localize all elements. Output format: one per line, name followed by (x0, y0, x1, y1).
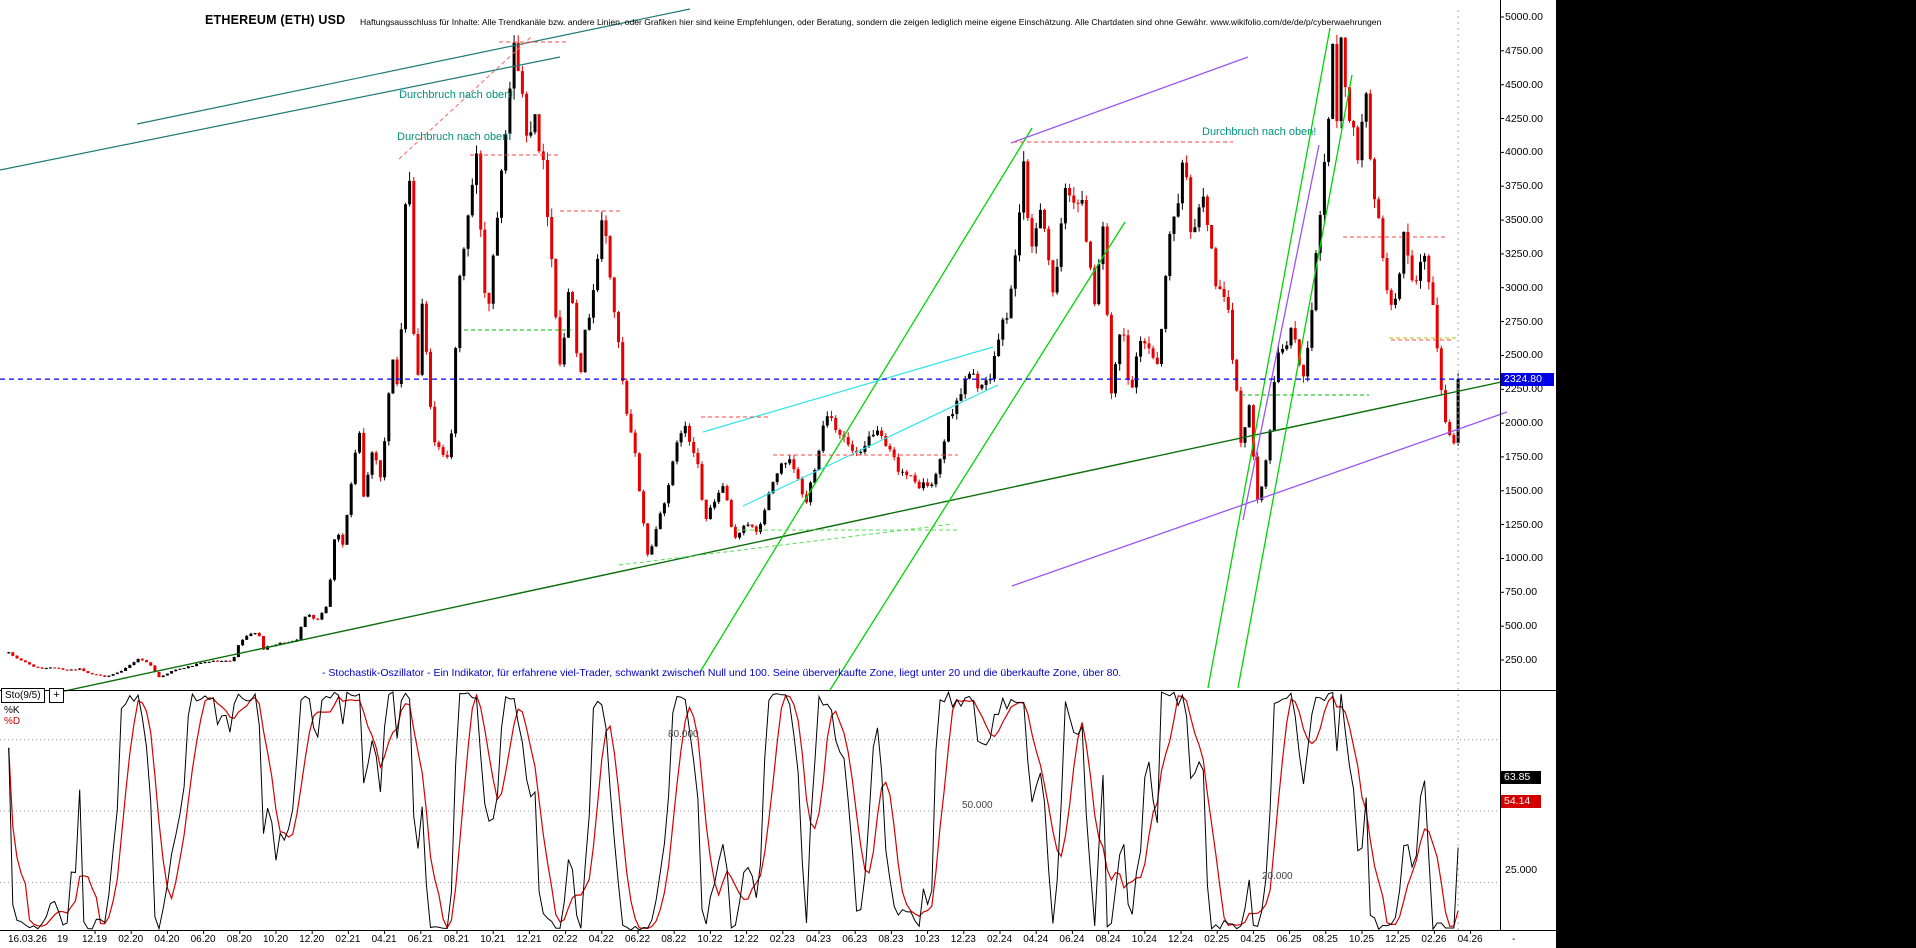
price-tick-label: 250.00 (1505, 654, 1538, 666)
time-tick-label: 02.20 (118, 934, 144, 945)
trendline (829, 221, 1126, 691)
price-tick-label: 2000.00 (1505, 417, 1543, 429)
price-tick-label: 2750.00 (1505, 316, 1543, 328)
current-price-tag: 2324.80 (1501, 373, 1554, 386)
price-tick-label: 3500.00 (1505, 214, 1543, 226)
candles-layer (7, 34, 1460, 678)
time-tick-label: 04.24 (1023, 934, 1049, 945)
time-tick-label: 12.21 (516, 934, 542, 945)
stochastic-indicator-button[interactable]: Sto(9/5) (1, 688, 45, 703)
price-tick-label: 500.00 (1505, 620, 1538, 632)
price-tick-label: 2250.00 (1505, 383, 1543, 395)
price-tick-label: 3750.00 (1505, 180, 1543, 192)
time-tick-label: 08.22 (661, 934, 687, 945)
price-tick-label: 4500.00 (1505, 79, 1543, 91)
time-tick-label: 08.24 (1095, 934, 1121, 945)
trendline (0, 56, 561, 171)
time-tick-label: 10.25 (1349, 934, 1375, 945)
time-tick-label: 02.23 (769, 934, 795, 945)
time-tick-label: 02.26 (1421, 934, 1447, 945)
time-tick-label: 12.19 (82, 934, 108, 945)
time-tick-label: 12.24 (1168, 934, 1194, 945)
time-tick-label: 06.23 (842, 934, 868, 945)
time-tick-label: 10.24 (1131, 934, 1157, 945)
time-tick-label: 02.24 (987, 934, 1013, 945)
stochastic-k-value-tag: 63.85 (1501, 771, 1541, 784)
time-tick-label: 12.22 (733, 934, 759, 945)
price-tick-label: 4250.00 (1505, 113, 1543, 125)
time-tick-label: 10.20 (263, 934, 289, 945)
oscillator-scale-label: 25.000 (1505, 864, 1538, 876)
price-tick-label: 1750.00 (1505, 451, 1543, 463)
stochastic-d-value-tag: 54.14 (1501, 795, 1541, 808)
price-tick-label: 3250.00 (1505, 248, 1543, 260)
time-tick-label: 10.23 (914, 934, 940, 945)
time-tick-label: 08.25 (1312, 934, 1338, 945)
price-tick-label: 4000.00 (1505, 146, 1543, 158)
stochastic-d-line (8, 693, 1459, 930)
price-tick-label: 1250.00 (1505, 519, 1543, 531)
trendlines-layer (0, 8, 1508, 693)
time-tick-label: 12.25 (1385, 934, 1411, 945)
time-tick-label: 06.20 (190, 934, 216, 945)
trendline (699, 127, 1033, 673)
time-tick-label: 08.23 (878, 934, 904, 945)
percent-k-label: %K (4, 705, 20, 716)
trendline (1010, 56, 1249, 144)
price-axis: 250.00 500.00 750.00 1000.00 1250.00 1500.00 1… (1500, 0, 1556, 948)
time-tick-label: 08.21 (444, 934, 470, 945)
trendline (136, 8, 691, 125)
time-tick-label: 08.20 (226, 934, 252, 945)
time-axis: 16.03.26 19 12.19 02.20 04.20 06.20 08.20 10.20… (0, 932, 1556, 948)
time-tick-label: 10.21 (480, 934, 506, 945)
time-tick-label: 10.22 (697, 934, 723, 945)
time-tick-label: 04.26 (1457, 934, 1483, 945)
time-tick-label: 02.22 (552, 934, 578, 945)
time-tick-label: 04.25 (1240, 934, 1266, 945)
time-tick-label: 12.20 (299, 934, 325, 945)
time-tick-label: 02.25 (1204, 934, 1230, 945)
time-tick-label: 02.21 (335, 934, 361, 945)
trendline (702, 346, 994, 433)
price-tick-label: 4750.00 (1505, 45, 1543, 57)
chart-window: ETHEREUM (ETH) USD Haftungsausschluss fü… (0, 0, 1556, 948)
price-tick-label: 5000.00 (1505, 11, 1543, 23)
time-tick-label: 04.22 (588, 934, 614, 945)
trendline (1242, 144, 1320, 521)
price-tick-label: 3000.00 (1505, 282, 1543, 294)
time-tick-label: 06.22 (625, 934, 651, 945)
current-date-label: 16.03.26 (8, 934, 47, 945)
time-tick-label: 04.23 (806, 934, 832, 945)
chart-canvas (0, 0, 1556, 934)
oscillator-description: - Stochastik-Oszillator - Ein Indikator,… (322, 667, 1122, 679)
trendline (398, 36, 532, 160)
trendline (618, 523, 954, 566)
price-tick-label: 2500.00 (1505, 349, 1543, 361)
stochastic-k-line (8, 690, 1459, 931)
add-indicator-button[interactable]: + (49, 688, 64, 703)
year-label: 19 (57, 934, 69, 945)
percent-d-label: %D (4, 716, 21, 727)
trendline (1237, 74, 1353, 689)
price-tick-label: 1000.00 (1505, 552, 1543, 564)
disclaimer-text: Haftungsausschluss für Inhalte: Alle Tre… (360, 17, 1382, 27)
tail-label: - (1512, 934, 1516, 945)
price-tick-label: 750.00 (1505, 586, 1538, 598)
trendline (742, 384, 999, 507)
price-tick-label: 1500.00 (1505, 485, 1543, 497)
time-tick-label: 06.25 (1276, 934, 1302, 945)
time-tick-label: 04.20 (154, 934, 180, 945)
time-tick-label: 06.24 (1059, 934, 1085, 945)
time-tick-label: 12.23 (950, 934, 976, 945)
chart-title: ETHEREUM (ETH) USD (205, 13, 346, 27)
time-tick-label: 04.21 (371, 934, 397, 945)
trendline (1207, 27, 1331, 689)
time-tick-label: 06.21 (407, 934, 433, 945)
trendline (1011, 411, 1508, 587)
